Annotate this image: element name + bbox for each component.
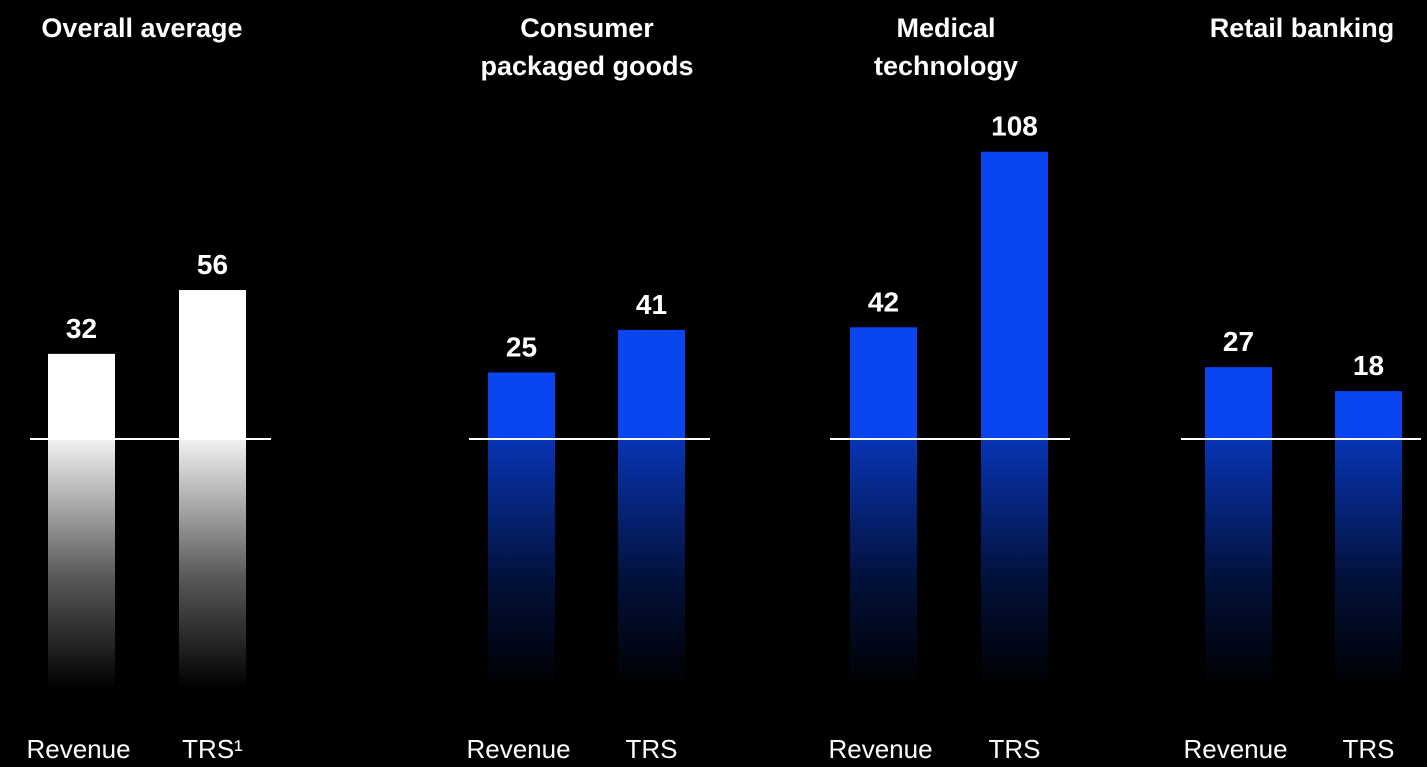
- category-label-retail-banking-revenue: Revenue: [1183, 734, 1287, 762]
- value-label-overall-average-trs: 56: [197, 249, 228, 280]
- bar-retail-banking-revenue: [1205, 367, 1272, 439]
- value-label-consumer-packaged-goods-revenue: 25: [506, 332, 537, 363]
- panel-title-medical-technology: Medical technology: [874, 13, 1018, 81]
- category-label-consumer-packaged-goods-trs: TRS: [626, 734, 678, 762]
- bar-medical-technology-revenue: [850, 327, 917, 439]
- panel-medical-technology: Medical technology 42 Revenue 108 TRS: [828, 13, 1070, 764]
- bar-reflection-retail-banking-revenue: [1205, 439, 1272, 689]
- category-label-overall-average-trs: TRS¹: [182, 734, 243, 762]
- bar-reflection-medical-technology-trs: [981, 439, 1048, 689]
- value-label-medical-technology-revenue: 42: [868, 286, 899, 317]
- category-label-retail-banking-trs: TRS: [1343, 734, 1395, 762]
- bar-consumer-packaged-goods-revenue: [488, 372, 555, 439]
- bar-medical-technology-trs: [981, 151, 1048, 439]
- panel-title-overall-average: Overall average: [41, 13, 242, 43]
- bar-reflection-consumer-packaged-goods-revenue: [488, 439, 555, 689]
- bar-retail-banking-trs: [1335, 391, 1402, 439]
- value-label-retail-banking-trs: 18: [1353, 350, 1384, 381]
- panel-title-retail-banking: Retail banking: [1210, 13, 1395, 43]
- category-label-medical-technology-revenue: Revenue: [828, 734, 932, 762]
- panel-overall-average: Overall average 32 Revenue 56 TRS¹: [26, 13, 271, 764]
- bar-consumer-packaged-goods-trs: [618, 329, 685, 439]
- panel-consumer-packaged-goods: Consumer packaged goods 25 Revenue 41 TRS: [466, 13, 710, 764]
- category-label-overall-average-revenue: Revenue: [26, 734, 130, 762]
- bar-overall-average-trs: [179, 290, 246, 439]
- category-label-medical-technology-trs: TRS: [989, 734, 1041, 762]
- category-label-consumer-packaged-goods-revenue: Revenue: [466, 734, 570, 762]
- bar-reflection-consumer-packaged-goods-trs: [618, 439, 685, 689]
- bar-overall-average-revenue: [48, 353, 115, 439]
- value-label-consumer-packaged-goods-trs: 41: [636, 289, 667, 320]
- bar-reflection-retail-banking-trs: [1335, 439, 1402, 689]
- panel-retail-banking: Retail banking 27 Revenue 18 TRS: [1181, 13, 1421, 764]
- value-label-medical-technology-trs: 108: [991, 111, 1038, 142]
- bar-reflection-overall-average-trs: [179, 439, 246, 689]
- bar-reflection-overall-average-revenue: [48, 439, 115, 689]
- panel-title-consumer-packaged-goods: Consumer packaged goods: [480, 13, 693, 81]
- value-label-retail-banking-revenue: 27: [1223, 326, 1254, 357]
- bar-reflection-medical-technology-revenue: [850, 439, 917, 689]
- value-label-overall-average-revenue: 32: [66, 313, 97, 344]
